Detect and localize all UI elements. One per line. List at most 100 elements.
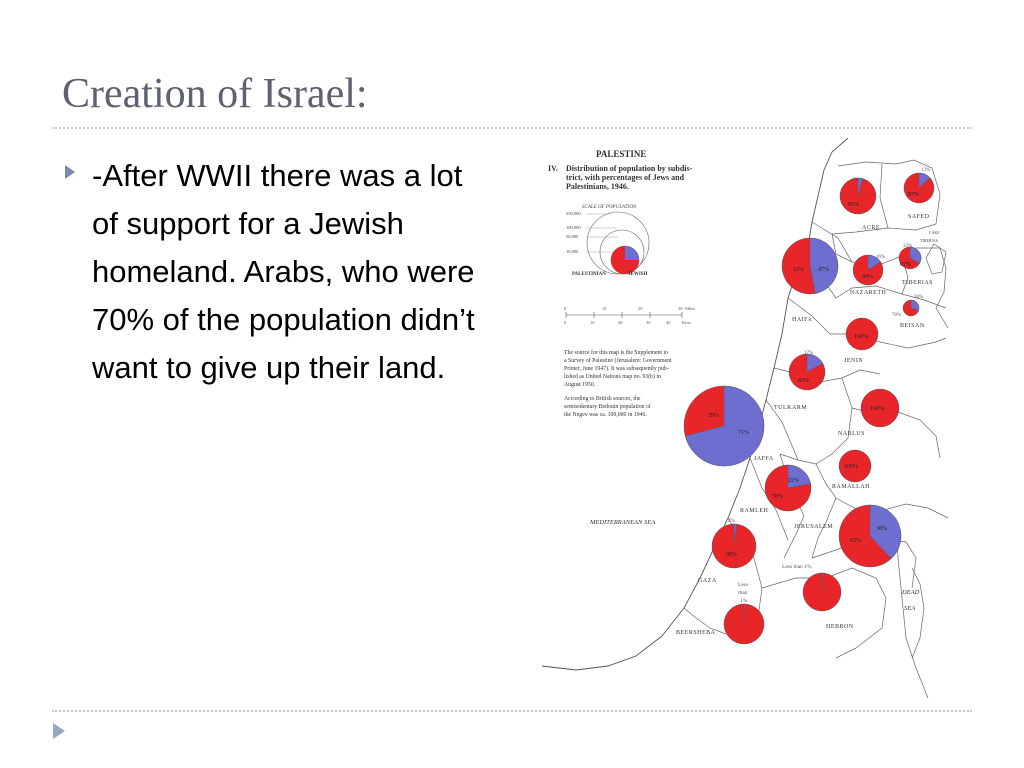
district-label-jerusalem: JERUSALEM <box>794 524 833 530</box>
district-label-jenin: JENIN <box>844 358 863 364</box>
pct-label: 98% <box>726 552 737 558</box>
district-label-beersheba: BEERSHEBA <box>676 630 716 636</box>
pie-jewish-safed <box>918 172 931 189</box>
pct-label: 62% <box>850 538 861 544</box>
svg-text:August 1950.: August 1950. <box>564 382 596 388</box>
pct-label: 100% <box>844 464 858 470</box>
pie-jewish-ramleh <box>787 464 811 489</box>
legend-palestinian: PALESTINIAN <box>572 272 606 277</box>
next-slide-arrow-icon[interactable] <box>52 722 66 740</box>
district-label-haifa: HAIFA <box>792 317 813 323</box>
bedouin-note: According to British sources, the semise… <box>564 396 651 418</box>
pie-jewish-beisan <box>910 299 920 311</box>
pct-label: 17% <box>804 351 813 356</box>
pct-label: 13% <box>921 168 930 173</box>
pct-label: 22% <box>788 478 799 484</box>
legend-jewish: JEWISH <box>628 272 648 277</box>
km-tick: 30 <box>646 320 651 325</box>
mediterranean-sea-label: MEDITERRANEAN SEA <box>589 519 655 526</box>
scale-value: 250,000 <box>566 211 581 217</box>
map-heading: PALESTINE <box>596 149 646 159</box>
distance-scale <box>565 312 683 318</box>
district-label-tulkarm: TULKARM <box>774 405 807 411</box>
svg-text:1%: 1% <box>740 598 748 604</box>
svg-text:the Negev was ca. 100,000 in 1: the Negev was ca. 100,000 in 1946. <box>564 412 647 418</box>
pct-label: 53% <box>793 267 804 273</box>
pct-label: 96% <box>848 202 859 208</box>
pct-label: 100% <box>870 406 884 412</box>
pie-palestinian-nablus <box>860 388 900 428</box>
svg-text:semisedentary Bedouin populati: semisedentary Bedouin population of <box>564 403 651 410</box>
lake-label: LAKE <box>929 230 940 235</box>
pct-label: Less than 1% <box>782 564 812 570</box>
beersheba-pct-label: Less than 1% <box>738 582 748 604</box>
pct-label: 83% <box>798 378 809 384</box>
pie-jewish-jerusalem <box>869 504 902 559</box>
scale-title: SCALE OF POPULATION <box>582 205 637 210</box>
bullet-text: -After WWII there was a lot of support f… <box>92 158 475 385</box>
pct-label: 78% <box>772 494 783 500</box>
pct-label: 67% <box>900 262 911 268</box>
miles-label: Miles <box>685 306 695 311</box>
dead-sea-label: DEAD <box>901 589 920 596</box>
pie-jewish-jaffa <box>685 385 765 467</box>
district-label-hebron: HEBRON <box>826 624 854 630</box>
svg-text:Less: Less <box>738 582 748 588</box>
district-label-beisan: BEISAN <box>900 323 925 329</box>
km-tick: 40 <box>666 320 671 325</box>
district-label-nablus: NABLUS <box>838 431 865 437</box>
palestine-population-map: PALESTINE IV. Distribution of population… <box>541 138 949 698</box>
svg-text:Printer, June 1947). It was su: Printer, June 1947). It was subsequently… <box>564 365 669 372</box>
scale-value: 100,000 <box>566 225 581 231</box>
pct-label: 33% <box>903 244 912 249</box>
scale-palestinian-slice <box>611 246 639 274</box>
svg-text:a Survey of Palestine (Jerusal: a Survey of Palestine (Jerusalem: Govern… <box>564 357 672 364</box>
pie-palestinian-ramallah <box>838 449 872 483</box>
svg-text:lished as United Nations map n: lished as United Nations map no. 93(b) i… <box>564 373 661 380</box>
district-label-nazareth: NAZARETH <box>850 290 886 296</box>
pie-jewish-hebron <box>821 572 824 593</box>
km-tick: 10 <box>590 320 595 325</box>
footer-divider <box>52 710 972 712</box>
pct-label: 71% <box>738 430 749 436</box>
map-caption-line: Distribution of population by subdis- <box>566 164 693 173</box>
pct-label: 87% <box>908 192 919 198</box>
pie-jewish-beersheba <box>743 603 746 625</box>
pct-label: 100% <box>854 334 868 340</box>
pie-jewish-acre <box>857 177 863 197</box>
district-label-jaffa: JAFFA <box>754 456 774 462</box>
map-numeral: IV. <box>548 164 558 173</box>
triangle-bullet-icon <box>65 165 75 179</box>
source-note: The source for this map is the Supplemen… <box>564 349 672 388</box>
scale-value: 50,000 <box>566 234 579 240</box>
pct-label: 16% <box>876 255 885 260</box>
miles-tick: 0 <box>564 306 567 311</box>
pie-jewish-nazareth <box>867 254 881 271</box>
km-tick: 0 <box>564 320 567 325</box>
pct-label: 47% <box>818 267 829 273</box>
district-label-tiberias: TIBERIAS <box>902 280 933 286</box>
pct-label: 84% <box>862 274 873 280</box>
district-label-acre: ACRE <box>862 225 880 231</box>
district-label-gaza: GAZA <box>698 578 717 584</box>
slide-title: Creation of Israel: <box>62 71 368 117</box>
pct-label: 30% <box>914 295 923 300</box>
dead-sea-label: SEA <box>904 605 915 612</box>
miles-tick: 30 <box>678 306 683 311</box>
svg-text:than: than <box>738 590 748 596</box>
km-label: Kms <box>682 320 691 325</box>
pie-palestinian-jenin <box>845 317 879 351</box>
map-caption-line: Palestinians, 1946. <box>566 182 629 191</box>
scale-value: 10,000 <box>566 249 579 255</box>
pct-label: 70% <box>892 313 901 318</box>
scale-jewish-slice <box>625 246 639 260</box>
pie-jewish-tiberias <box>909 246 922 264</box>
district-label-ramallah: RAMALLAH <box>832 484 870 490</box>
pct-label: 2% <box>728 519 735 524</box>
title-divider <box>52 127 972 129</box>
pct-label: 4% <box>852 178 859 183</box>
pct-label: 38% <box>876 526 887 532</box>
miles-tick: 10 <box>602 306 607 311</box>
miles-tick: 20 <box>638 306 643 311</box>
district-label-ramleh: RAMLEH <box>740 508 769 514</box>
